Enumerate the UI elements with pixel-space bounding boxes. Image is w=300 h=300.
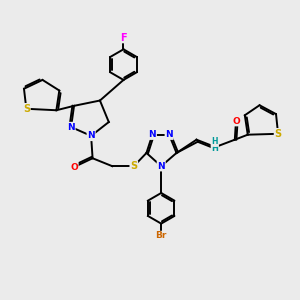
Text: H: H (211, 144, 218, 153)
Text: Br: Br (155, 232, 167, 241)
Text: N: N (148, 130, 156, 139)
Text: N: N (87, 131, 95, 140)
Text: S: S (274, 129, 282, 139)
Text: F: F (120, 32, 127, 43)
Text: N: N (158, 162, 165, 171)
Text: H: H (212, 137, 218, 146)
Text: S: S (23, 104, 30, 114)
Text: N: N (67, 122, 75, 131)
Text: O: O (70, 163, 78, 172)
Text: N: N (165, 130, 173, 139)
Text: S: S (130, 161, 137, 171)
Text: O: O (232, 117, 240, 126)
